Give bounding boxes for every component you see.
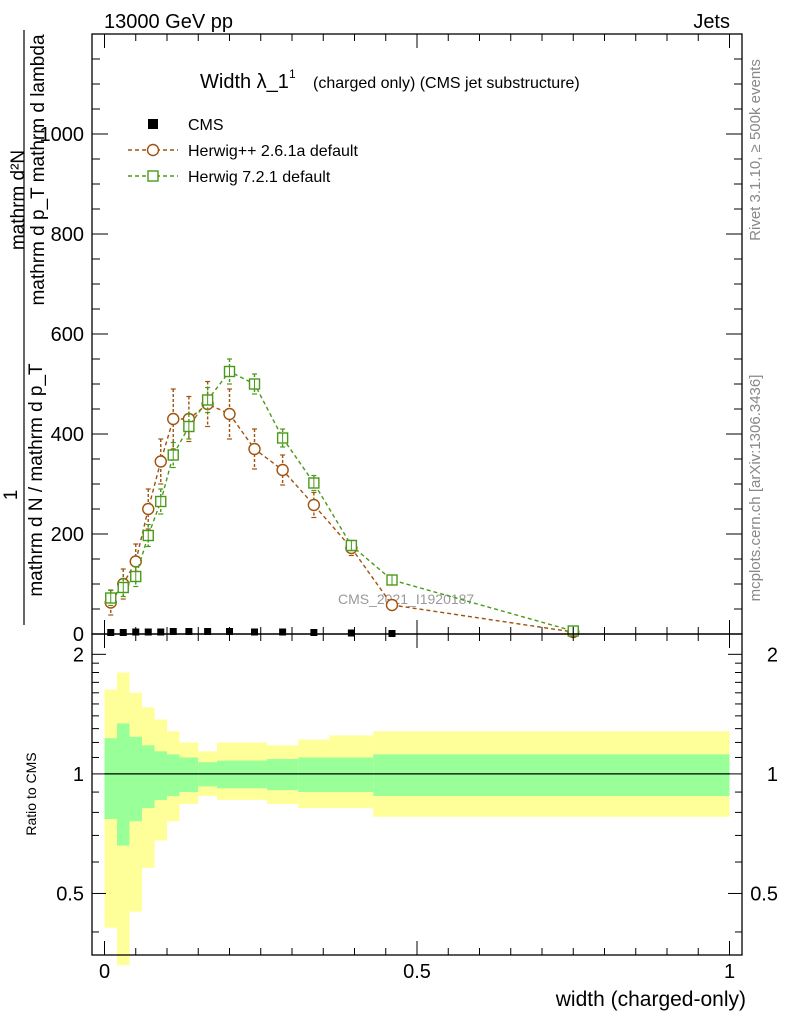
ratio-y-tick-label-right: 2 [767,644,778,666]
cms-data-point [185,628,193,635]
chart-title: Width λ_11 (charged only) (CMS jet subst… [200,67,580,93]
legend: CMS Herwig++ 2.6.1a default Herwig 7.2.1 d… [128,117,358,186]
main-y-tick-label: 0 [73,624,84,646]
x-tick-label: 0.5 [403,961,431,983]
legend-label: CMS [188,117,224,134]
ratio-band-inner [267,759,299,791]
main-y-tick-label: 600 [51,324,84,346]
cms-data-point [119,629,127,636]
herwigpp-data-point [248,442,261,456]
herwigpp-line [110,403,574,633]
cms-data-point [279,628,287,636]
header-right-label: Jets [693,11,730,33]
herwigpp-data-point [307,498,321,512]
mcplots-label: mcplots.cern.ch [arXiv:1306.3436] [747,375,764,602]
cms-data-point [157,628,165,636]
x-tick-label: 0 [99,961,110,983]
ratio-band-inner [104,738,117,819]
main-y-axis-label: mathrm d²N mathrm d p_T mathrm d lambda … [1,30,49,625]
main-y-tick-label: 200 [51,524,84,546]
main-series-layer [104,358,580,639]
ratio-y-tick-label-right: 1 [767,764,778,786]
cms-data-point [144,628,152,636]
ratio-band-inner [179,757,199,793]
svg-text:Width λ_11: Width λ_11 [200,67,296,93]
ratio-band-inner [373,754,730,796]
ratio-band-inner [154,751,167,800]
analysis-watermark: CMS_2021_I1920187 [338,591,474,607]
ratio-band-inner [142,745,155,809]
y-label-one: 1 [1,490,22,501]
cms-data-point [169,628,177,635]
ratio-band-inner [329,757,374,793]
herwigpp-data-point [142,502,155,516]
ratio-band-inner [129,736,142,822]
cms-data-point [310,629,318,636]
main-y-tick-label: 1000 [40,124,85,146]
main-y-tick-label: 400 [51,424,84,446]
ratio-band-inner [298,757,330,793]
herwigpp-data-point [385,598,399,612]
axis-ticks: 0 200 400 600 800 1000 0 0.5 1 0.5 0.5 1 1 2 2 [40,34,778,983]
ratio-band-inner [117,723,130,846]
ratio-y-tick-label-right: 0.5 [750,883,778,905]
main-y-tick-label: 800 [51,224,84,246]
title-superscript: 1 [289,67,296,81]
cms-data-point [251,628,258,636]
y-label-numerator-1: mathrm d²N [8,150,29,250]
y-label-denominator: mathrm d N / mathrm d p_T [26,363,47,597]
legend-marker-herwig7 [147,170,159,182]
legend-marker-cms [148,119,158,129]
herwigpp-data-point [167,412,180,426]
x-axis-label: width (charged-only) [555,988,746,1011]
ratio-y-axis-label: Ratio to CMS [23,752,39,835]
ratio-y-tick-label: 1 [73,764,84,786]
cms-data-point [347,629,355,637]
ratio-bands [104,672,730,966]
legend-label: Herwig 7.2.1 default [188,169,331,186]
ratio-y-tick-label: 0.5 [56,883,84,905]
ratio-band-inner [167,754,180,796]
legend-marker-herwigpp [146,143,160,157]
cms-data-point [204,628,212,635]
x-tick-label: 1 [724,961,735,983]
y-label-numerator-2: mathrm d p_T mathrm d lambda [28,34,49,305]
legend-label: Herwig++ 2.6.1a default [188,143,358,160]
title-main: Width λ_1 [200,71,289,93]
ratio-y-tick-label: 2 [73,644,84,666]
herwigpp-data-point [223,407,236,421]
title-subtitle: (charged only) (CMS jet substructure) [313,75,580,92]
header-left-label: 13000 GeV pp [104,11,233,33]
herwigpp-data-point [154,455,167,468]
rivet-version-label: Rivet 3.1.10, ≥ 500k events [747,59,764,241]
cms-data-point [107,629,115,636]
herwigpp-data-point [276,463,289,477]
